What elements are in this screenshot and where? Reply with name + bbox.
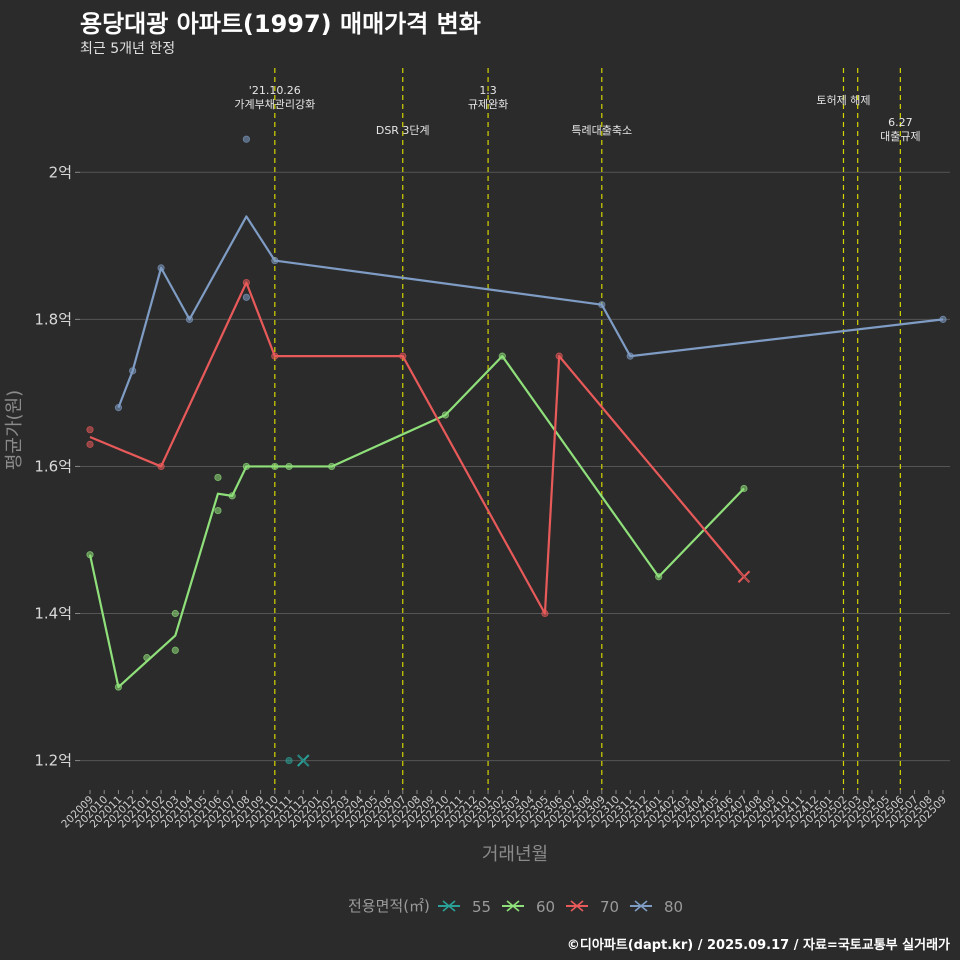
series-60-point <box>328 462 336 471</box>
series-60-point <box>271 462 279 471</box>
y-tick-label: 1.8억 <box>34 310 72 328</box>
series-55-point <box>285 756 293 765</box>
event-label: 6.27 <box>888 116 913 129</box>
series-80-point <box>242 293 250 301</box>
event-label: DSR 3단계 <box>376 124 430 137</box>
grid-layer <box>80 171 950 762</box>
legend-label: 80 <box>664 898 683 916</box>
series-60-point <box>655 573 663 581</box>
series-60-point <box>498 352 506 360</box>
legend-label: 55 <box>472 898 491 916</box>
series-80 <box>114 135 947 412</box>
legend: 전용면적(㎡) 55 60 70 80 <box>348 897 683 916</box>
series-60-point <box>114 683 123 691</box>
series-80-point <box>271 256 279 265</box>
series-70-point <box>271 352 279 360</box>
series-80-point <box>114 404 123 412</box>
legend-title: 전용면적(㎡) <box>348 897 430 915</box>
legend-swatch-x <box>570 900 584 912</box>
series-60-point <box>242 462 250 471</box>
legend-item-55: 55 <box>438 898 491 916</box>
y-tick-label: 1.2억 <box>34 752 72 770</box>
series-80-point <box>185 315 194 323</box>
x-axis-label: 거래년월 <box>482 844 548 865</box>
series-layer <box>86 135 947 767</box>
event-label: 가계부채관리강화 <box>234 98 315 111</box>
series-70-point <box>541 609 549 618</box>
series-60-point <box>214 506 222 515</box>
event-label: 규제완화 <box>468 98 508 111</box>
chart-title: 용당대광 아파트(1997) 매매가격 변화 <box>80 10 481 38</box>
series-80-point <box>598 301 606 309</box>
event-label: '21.10.26 <box>249 84 301 97</box>
legend-swatch-x <box>506 900 520 912</box>
series-60-point <box>86 551 94 559</box>
y-axis-label: 평균가(원) <box>4 390 25 470</box>
event-label: 토허제 해제 <box>816 93 870 107</box>
series-55 <box>285 754 310 767</box>
legend-label: 70 <box>600 898 619 916</box>
y-tick-label: 2억 <box>49 163 72 181</box>
series-60-point <box>214 473 222 482</box>
legend-item-80: 80 <box>630 898 683 916</box>
legend-swatch-x <box>634 900 648 912</box>
series-70-point <box>555 352 563 360</box>
series-60-point <box>441 411 450 419</box>
source-caption: ©디아파트(dapt.kr) / 2025.09.17 / 자료=국토교통부 실… <box>566 938 950 953</box>
series-70-last-marker-shade <box>738 571 750 583</box>
x-axis: 2020092020102020112020122021012021022021… <box>59 790 949 830</box>
legend-swatch-x <box>442 900 456 912</box>
series-70-point <box>242 279 250 287</box>
series-70-point <box>399 352 407 360</box>
series-60-point <box>228 492 236 500</box>
series-60-point <box>285 462 293 471</box>
series-80-point <box>939 315 947 323</box>
legend-item-70: 70 <box>566 898 619 916</box>
series-80-line <box>117 215 944 409</box>
series-60-point <box>143 654 151 662</box>
series-80-point <box>626 352 634 360</box>
y-axis: 1.2억 1.4억 1.6억 1.8억 2억 <box>34 163 80 770</box>
y-tick-label: 1.4억 <box>34 605 72 623</box>
series-70-point <box>86 426 94 434</box>
event-label: 특례대출축소 <box>571 124 632 137</box>
series-80-point <box>129 367 137 375</box>
series-80-point <box>157 264 165 272</box>
series-70-line <box>89 281 745 615</box>
series-60-point <box>171 609 179 618</box>
legend-label: 60 <box>536 898 555 916</box>
chart-subtitle: 최근 5개년 한정 <box>80 41 176 57</box>
series-60 <box>86 352 748 691</box>
event-label: 대출규제 <box>880 130 920 143</box>
series-70 <box>86 279 751 618</box>
event-label: 1.3 <box>479 84 497 97</box>
series-55-last-marker-shade <box>297 754 309 767</box>
series-80-point <box>242 135 250 143</box>
series-60-point <box>171 646 179 654</box>
series-70-point <box>86 440 94 448</box>
legend-item-60: 60 <box>502 898 555 916</box>
y-tick-label: 1.6억 <box>34 457 72 475</box>
series-60-point <box>740 484 748 493</box>
series-70-point <box>157 462 165 471</box>
